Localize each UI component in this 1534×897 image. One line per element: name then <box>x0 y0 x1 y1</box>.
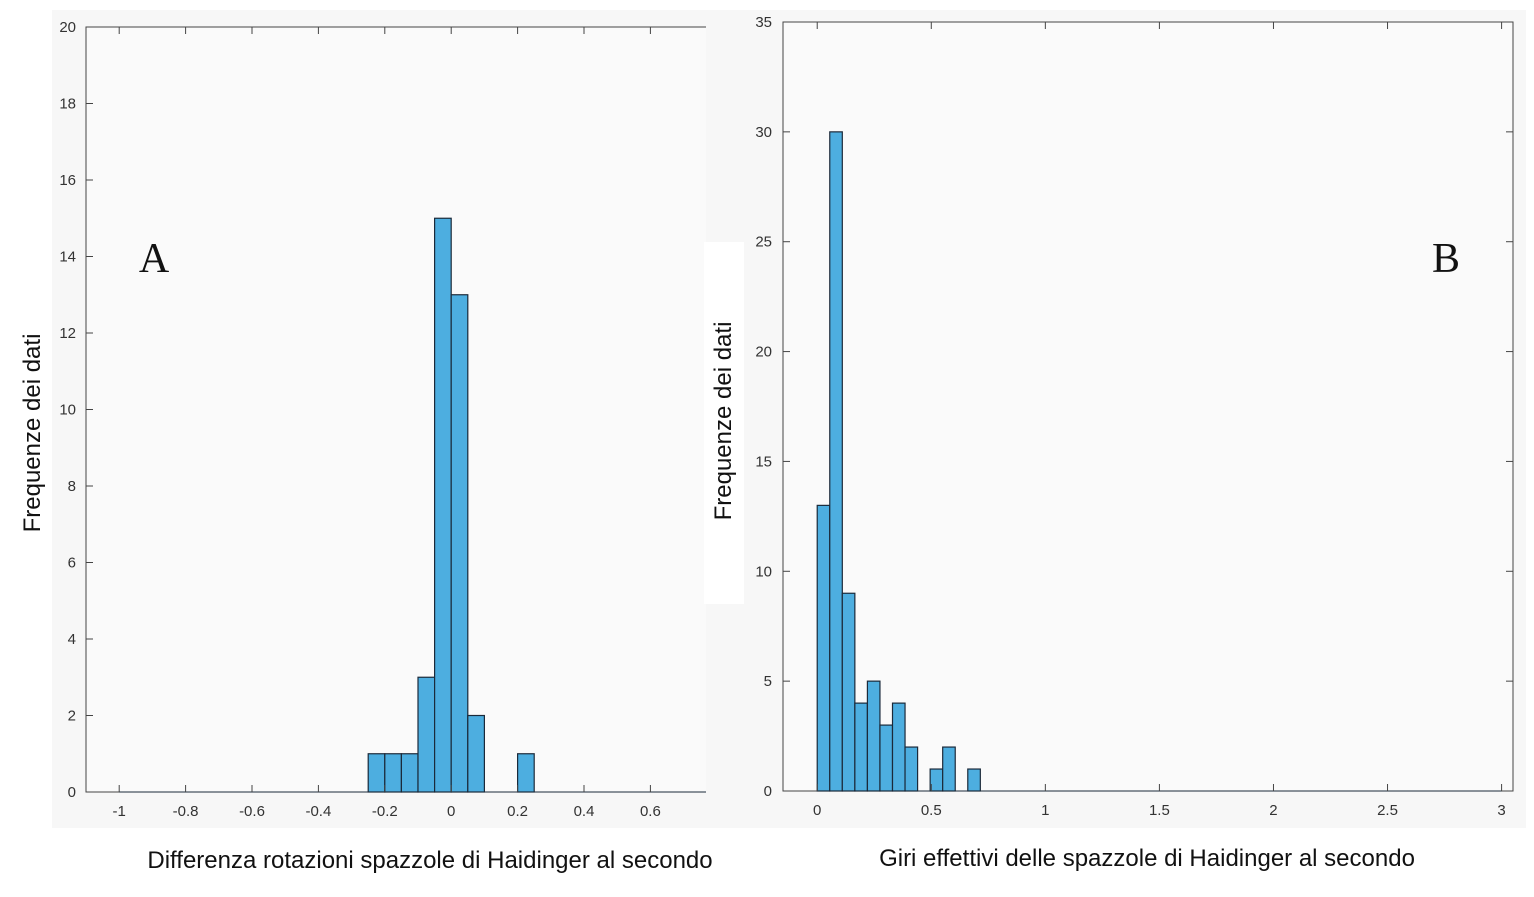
chart-a-x-tick-label: 0.4 <box>574 803 595 820</box>
chart-a-bar <box>467 714 485 793</box>
chart-a-x-tick-label: -1 <box>113 803 126 820</box>
chart-b-x-tick-label: 3 <box>1497 802 1505 819</box>
chart-b-panel-label: B <box>1432 236 1460 282</box>
chart-b-bar <box>866 680 881 792</box>
chart-a-x-tick-label: -0.2 <box>372 803 398 820</box>
chart-b-bar <box>879 724 894 792</box>
chart-a-x-tick-label: 0.6 <box>640 803 661 820</box>
chart-a-bar <box>450 294 469 793</box>
chart-b-x-tick-label: 0 <box>813 802 821 819</box>
chart-b-x-axis-title: Giri effettivi delle spazzole di Haiding… <box>879 845 1415 872</box>
chart-b-x-tick-label: 1.5 <box>1149 802 1170 819</box>
chart-a-y-tick-label: 12 <box>59 325 76 342</box>
chart-b-x-tick-labels: 0 0.5 1 1.5 2 2.5 3 <box>813 802 1506 819</box>
chart-b-plot-area <box>782 21 1514 792</box>
chart-a-y-tick-label: 2 <box>68 708 76 725</box>
chart-b-bars <box>816 131 1502 792</box>
chart-a: -1-0.8-0.6-0.4-0.200.20.40.60.8 02468101… <box>19 10 751 874</box>
chart-b-bar <box>929 768 944 792</box>
chart-b-bar <box>967 768 981 792</box>
chart-b-y-tick-label: 5 <box>764 673 772 690</box>
chart-b-bar <box>816 504 831 792</box>
chart-b-bar <box>829 131 843 792</box>
chart-a-bar <box>516 753 535 793</box>
chart-a-x-tick-label: -0.6 <box>239 803 265 820</box>
chart-b-ylabel-box <box>704 242 744 604</box>
chart-b-x-tick-label: 0.5 <box>921 802 942 819</box>
chart-a-bar <box>384 753 402 793</box>
chart-a-y-tick-label: 14 <box>59 249 76 266</box>
chart-b-x-tick-label: 2 <box>1269 802 1277 819</box>
chart-b-y-axis-title: Frequenze dei dati <box>710 322 737 521</box>
chart-a-x-tick-label: 0 <box>447 803 455 820</box>
chart-b-y-tick-labels: 0 5 10 15 20 25 30 35 <box>755 14 772 800</box>
chart-b-bar <box>854 702 869 792</box>
chart-a-bar <box>434 217 452 793</box>
chart-a-y-tick-label: 8 <box>68 478 76 495</box>
chart-b-bar <box>841 592 856 792</box>
chart-a-y-tick-labels: 0 2 4 6 8 10 12 14 16 18 20 <box>59 19 76 801</box>
chart-a-y-tick-label: 16 <box>59 172 76 189</box>
chart-a-x-axis-title: Differenza rotazioni spazzole di Haiding… <box>147 847 712 874</box>
chart-a-bar <box>417 676 436 793</box>
chart-b-y-tick-label: 0 <box>764 783 772 800</box>
chart-a-x-tick-label: -0.8 <box>173 803 199 820</box>
chart-a-y-tick-label: 18 <box>59 96 76 113</box>
chart-b-y-tick-label: 20 <box>755 344 772 361</box>
chart-b-bar <box>942 746 956 792</box>
chart-b-x-tick-label: 1 <box>1041 802 1049 819</box>
chart-b-y-tick-label: 35 <box>755 14 772 31</box>
chart-b-y-tick-label: 10 <box>755 563 772 580</box>
chart-b-x-tick-label: 2.5 <box>1377 802 1398 819</box>
chart-a-bar <box>400 753 419 793</box>
chart-a-bar <box>367 753 386 793</box>
chart-a-y-tick-label: 6 <box>68 555 76 572</box>
chart-b-bar <box>904 746 919 792</box>
chart-a-panel-label: A <box>139 236 170 282</box>
chart-a-y-axis-title: Frequenze dei dati <box>19 334 46 533</box>
chart-b-y-tick-label: 15 <box>755 453 772 470</box>
chart-a-y-tick-label: 0 <box>68 784 76 801</box>
chart-a-x-tick-label: 0.2 <box>507 803 528 820</box>
chart-a-x-tick-label: -0.4 <box>305 803 331 820</box>
chart-a-plot-area <box>85 26 751 793</box>
chart-b-bar <box>891 702 906 792</box>
chart-b-y-tick-label: 25 <box>755 234 772 251</box>
chart-b-ticks <box>783 21 1513 792</box>
chart-a-y-tick-label: 20 <box>59 19 76 36</box>
chart-b-y-tick-label: 30 <box>755 124 772 141</box>
chart-a-y-tick-label: 10 <box>59 402 76 419</box>
chart-b: 0 0.5 1 1.5 2 2.5 3 0 5 10 15 20 25 30 35 B Giri effe… <box>704 10 1526 872</box>
chart-a-y-tick-label: 4 <box>68 631 76 648</box>
chart-a-bars <box>119 217 717 793</box>
